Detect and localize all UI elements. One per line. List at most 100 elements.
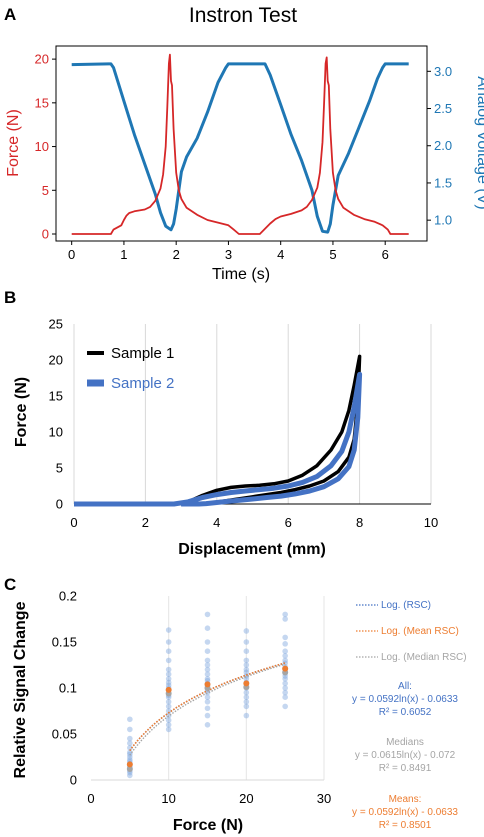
panel-c-data-point xyxy=(204,712,211,719)
panel-c-data-point xyxy=(282,660,288,666)
panel-a-frame xyxy=(55,45,428,242)
panel-c-data-point xyxy=(204,676,211,682)
panel-b-series-layer xyxy=(74,354,363,507)
panel-c-data-point xyxy=(282,634,288,641)
panel-c-legend: Log. (RSC) Log. (Mean RSC) Log. (Median … xyxy=(356,600,467,663)
panel-c-data-point xyxy=(282,676,288,682)
panel-a-x-tick-label: 6 xyxy=(382,247,389,262)
legend-label-log-mean: Log. (Mean RSC) xyxy=(381,626,459,637)
panel-c-data-point xyxy=(282,653,288,659)
panel-b-y-tick-label: 20 xyxy=(49,353,63,368)
panel-c-data-point xyxy=(204,639,211,645)
panel-c-data-point xyxy=(282,648,288,654)
panel-b-y-tick-label: 15 xyxy=(49,389,63,404)
panel-c-data-point xyxy=(127,745,133,751)
panel-letter-a: A xyxy=(4,5,16,24)
panel-c-data-point xyxy=(282,657,288,664)
annotation-all-equation: y = 0.0592ln(x) - 0.0633 xyxy=(352,694,458,705)
panel-c-summary-markers xyxy=(126,665,289,772)
panel-c-data-point xyxy=(165,648,172,654)
panel-c-fit-median xyxy=(129,663,286,756)
panel-a-y2-label: Analog Voltage (V) xyxy=(474,76,484,209)
panel-c-data-point xyxy=(243,628,250,634)
panel-c-x-label: Force (N) xyxy=(173,817,243,834)
panel-c-data-point xyxy=(204,671,211,677)
panel-c-data-point xyxy=(243,662,250,668)
panel-c-y-tick-label: 0 xyxy=(70,773,77,788)
panel-c-data-point xyxy=(204,705,211,712)
panel-a-y2-tick-label: 2.5 xyxy=(434,101,452,116)
panel-c-y-tick-label: 0.2 xyxy=(59,589,77,604)
panel-a-x-tick-label: 1 xyxy=(120,247,127,262)
annotation-means-equation: y = 0.0592ln(x) - 0.0633 xyxy=(352,807,458,818)
panel-c-data-point xyxy=(165,726,172,733)
panel-b-x-tick-label: 10 xyxy=(424,515,438,530)
panel-c-data-point xyxy=(127,735,133,742)
panel-c-data-point xyxy=(243,694,250,700)
panel-c-data-point xyxy=(282,703,288,710)
legend-label-sample-2: Sample 2 xyxy=(111,375,174,392)
panel-a-force-line xyxy=(71,53,409,235)
panel-c-data-point xyxy=(243,669,250,676)
panel-a-y-tick-label: 10 xyxy=(35,139,49,154)
panel-c-data-point xyxy=(282,694,288,700)
panel-c-data-point xyxy=(204,648,211,654)
panel-a-y-tick-label: 20 xyxy=(35,52,49,67)
panel-a-x-label: Time (s) xyxy=(212,266,270,283)
panel-c-data-point xyxy=(165,676,172,682)
panel-c-y-tick-label: 0.05 xyxy=(52,727,77,742)
panel-c-annotation-all: All: y = 0.0592ln(x) - 0.0633 R² = 0.605… xyxy=(352,681,458,718)
panel-c-data-point xyxy=(204,694,211,700)
panel-c-y-label: Relative Signal Change xyxy=(12,601,29,778)
annotation-means-title: Means: xyxy=(389,794,422,805)
panel-c-data-point xyxy=(165,708,172,714)
panel-c-mean-marker xyxy=(282,665,289,672)
legend-label-log-rsc: Log. (RSC) xyxy=(381,600,431,611)
annotation-medians-r2: R² = 0.8491 xyxy=(379,763,432,774)
panel-c-data-point xyxy=(282,616,288,622)
panel-c-mean-marker xyxy=(126,761,133,768)
panel-c-data-point xyxy=(165,666,172,673)
panel-b-series-2-loop xyxy=(74,371,363,507)
panel-c-data-point xyxy=(127,740,133,746)
panel-c-y-ticks: 0 0.05 0.1 0.15 0.2 xyxy=(52,589,77,788)
panel-c-data-point xyxy=(282,689,288,696)
panel-b-y-tick-label: 5 xyxy=(56,461,63,476)
panel-c-data-point xyxy=(243,703,250,710)
panel-b-y-label: Force (N) xyxy=(13,377,30,447)
panel-c-data-point xyxy=(165,703,172,710)
panel-b-x-tick-label: 0 xyxy=(70,515,77,530)
panel-c-data-point xyxy=(204,722,211,728)
panel-a-x-ticks: 0 1 2 3 4 5 6 xyxy=(68,241,389,262)
panel-c-data-point xyxy=(127,754,133,760)
panel-a-y2-ticks: 1.0 1.5 2.0 2.5 3.0 xyxy=(427,64,452,228)
panel-c-data-point xyxy=(243,648,250,654)
panel-a-y2-tick-label: 3.0 xyxy=(434,64,452,79)
panel-c-data-point xyxy=(165,671,172,677)
panel-c-data-point xyxy=(165,657,172,664)
panel-a-x-tick-label: 3 xyxy=(225,247,232,262)
panel-a-title: Instron Test xyxy=(189,4,297,27)
panel-c-data-point xyxy=(165,679,172,686)
annotation-medians-equation: y = 0.0615ln(x) - 0.072 xyxy=(355,750,456,761)
panel-c-data-point xyxy=(204,689,211,696)
panel-letter-b: B xyxy=(4,288,16,307)
panel-c-mean-marker xyxy=(204,681,211,688)
panel-c-annotation-medians: Medians y = 0.0615ln(x) - 0.072 R² = 0.8… xyxy=(355,737,456,774)
panel-c-data-point xyxy=(165,639,172,645)
panel-a-x-tick-label: 4 xyxy=(277,247,284,262)
panel-c-x-ticks: 0 10 20 30 xyxy=(87,791,331,806)
panel-b-chart: 0 2 4 6 8 10 0 5 10 15 20 25 Sample 1 Sample 2 Dis… xyxy=(13,317,438,559)
panel-c-data-point xyxy=(127,756,133,763)
panel-c-x-tick-label: 20 xyxy=(239,791,253,806)
panel-c-data-point xyxy=(282,680,288,687)
panel-c-data-point xyxy=(165,627,172,633)
panel-b-x-tick-label: 4 xyxy=(213,515,220,530)
panel-c-data-point xyxy=(243,639,250,645)
panel-c-chart: 0 10 20 30 0 0.05 0.1 0.15 0.2 Force (N) Relati… xyxy=(12,589,467,835)
panel-c-data-point xyxy=(243,666,250,673)
panel-b-y-tick-label: 10 xyxy=(49,425,63,440)
panel-c-y-tick-label: 0.1 xyxy=(59,681,77,696)
panel-a-y-tick-label: 5 xyxy=(42,183,49,198)
panel-b-y-ticks: 0 5 10 15 20 25 xyxy=(49,317,63,512)
